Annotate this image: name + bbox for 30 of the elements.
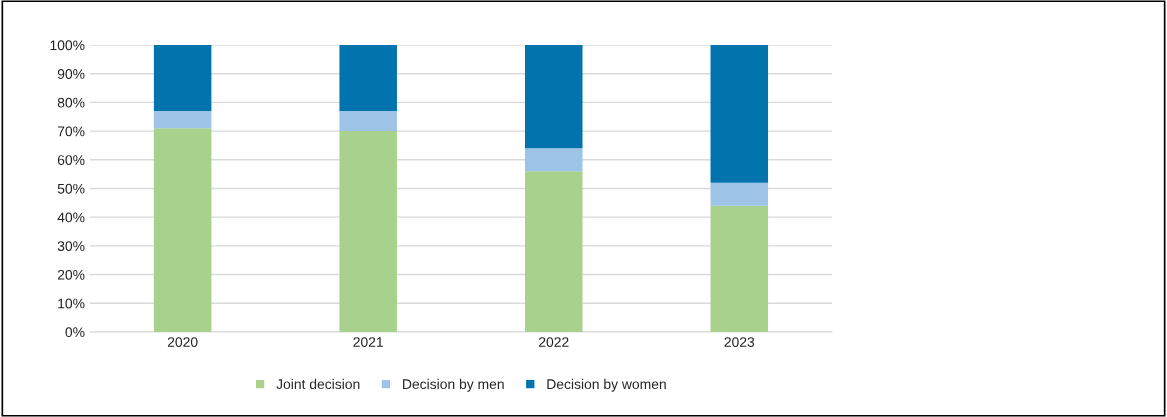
bar [339, 45, 397, 112]
y-tick-label: 100% [50, 40, 85, 51]
y-tick-label: 10% [58, 298, 85, 309]
bar [710, 205, 769, 332]
legend-label: Decision by women [547, 378, 666, 392]
bar [153, 128, 212, 332]
y-tick-label: 30% [57, 241, 85, 252]
y-tick-label: 80% [57, 97, 85, 108]
bar [710, 45, 769, 183]
y-tick-label: 60% [57, 155, 85, 165]
legend-label: Decision by men [403, 378, 504, 392]
y-tick-label: 70% [57, 126, 85, 137]
bar [710, 182, 769, 206]
y-tick-label: 50% [57, 183, 85, 194]
bar [153, 45, 212, 112]
y-tick-label: 0% [65, 327, 85, 338]
x-tick-label: 2021 [353, 337, 383, 347]
bar [524, 148, 583, 172]
bar [524, 45, 583, 149]
y-tick-label: 40% [57, 212, 85, 223]
bar [524, 171, 583, 332]
y-tick-label: 90% [57, 69, 85, 79]
x-tick-label: 2022 [538, 337, 569, 347]
legend-label: Joint decision [276, 378, 360, 390]
bar [153, 111, 212, 129]
bar [339, 131, 397, 332]
y-tick-label: 20% [57, 269, 85, 280]
x-tick-label: 2023 [724, 337, 755, 347]
x-tick-label: 2020 [167, 337, 198, 347]
bar [339, 111, 397, 132]
